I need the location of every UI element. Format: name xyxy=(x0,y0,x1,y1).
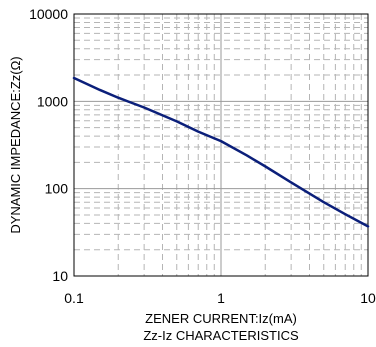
x-axis-label: ZENER CURRENT:Iz(mA) xyxy=(145,311,297,326)
plot-frame xyxy=(73,13,369,277)
x-tick-label: 10 xyxy=(360,290,376,306)
y-tick-labels: 10 100 1000 10000 xyxy=(29,6,68,284)
y-tick-label: 1000 xyxy=(37,93,68,109)
chart-title: Zz-Iz CHARACTERISTICS xyxy=(143,328,299,343)
y-tick-label: 10000 xyxy=(29,6,68,22)
y-tick-label: 100 xyxy=(45,181,69,197)
series-group xyxy=(72,76,370,228)
x-tick-label: 1 xyxy=(217,290,225,306)
chart-grid xyxy=(74,14,368,276)
y-axis-label: DYNAMIC IMPEDANCE:Zz(Ω) xyxy=(8,56,23,233)
y-tick-label: 10 xyxy=(52,268,68,284)
series-line xyxy=(72,76,370,228)
x-tick-labels: 0.1 1 10 xyxy=(64,290,376,306)
x-tick-label: 0.1 xyxy=(64,290,84,306)
